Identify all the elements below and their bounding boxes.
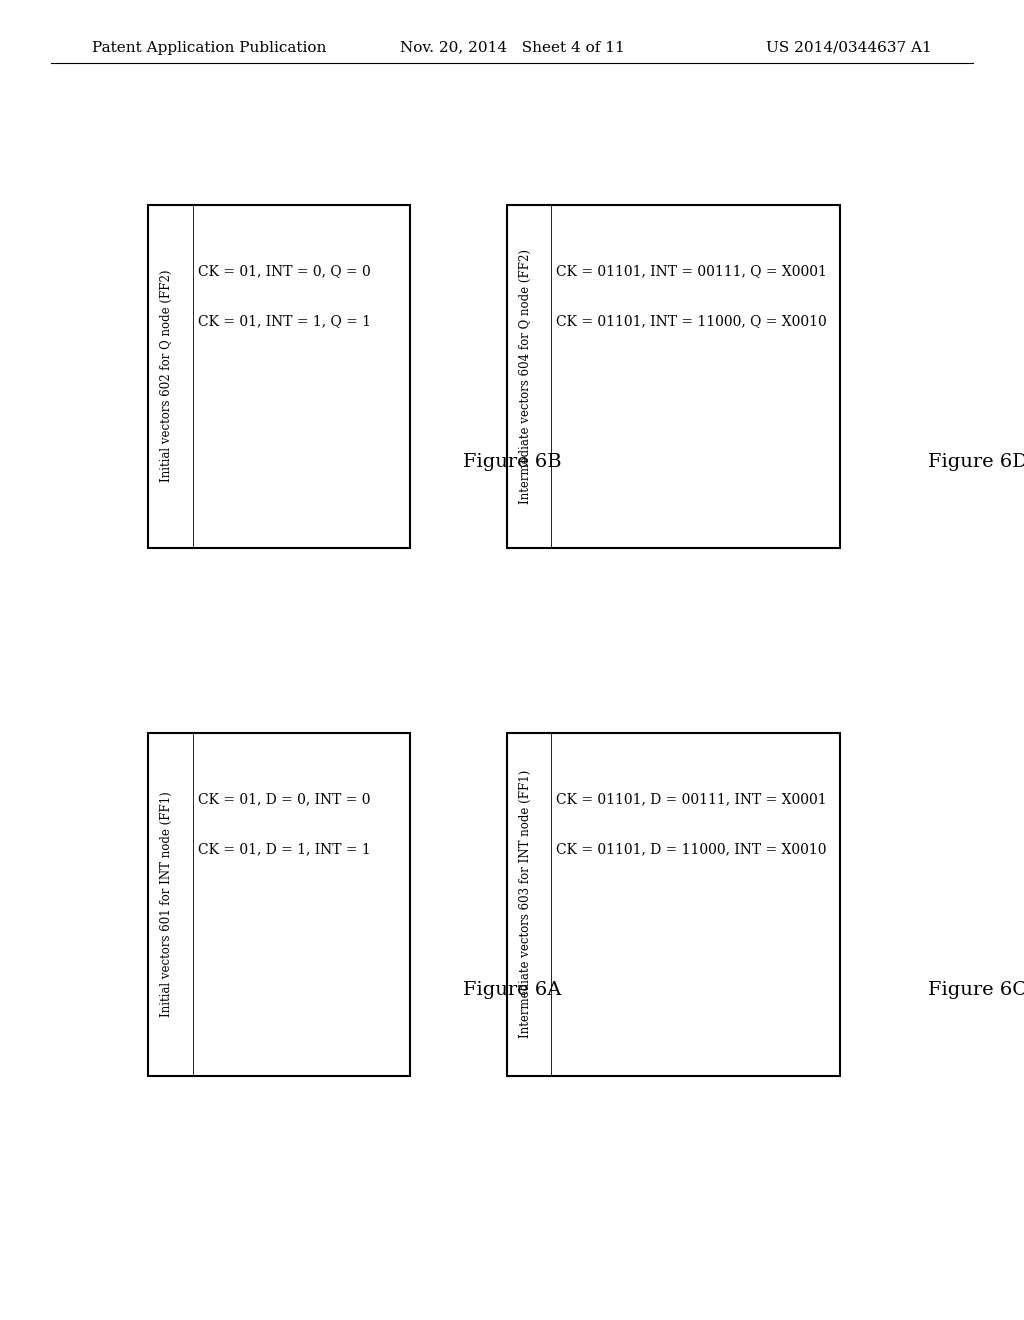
Text: Patent Application Publication: Patent Application Publication <box>92 41 327 54</box>
Text: CK = 01101, INT = 11000, Q = X0010: CK = 01101, INT = 11000, Q = X0010 <box>556 314 826 329</box>
Text: CK = 01, D = 0, INT = 0: CK = 01, D = 0, INT = 0 <box>198 792 370 807</box>
Text: Intermediate vectors 604 for Q node (FF2): Intermediate vectors 604 for Q node (FF2… <box>519 248 531 504</box>
Text: Figure 6B: Figure 6B <box>463 453 561 471</box>
Text: US 2014/0344637 A1: US 2014/0344637 A1 <box>766 41 932 54</box>
Text: Nov. 20, 2014   Sheet 4 of 11: Nov. 20, 2014 Sheet 4 of 11 <box>399 41 625 54</box>
Text: Figure 6A: Figure 6A <box>463 981 561 999</box>
Text: Figure 6D: Figure 6D <box>928 453 1024 471</box>
Text: Figure 6C: Figure 6C <box>929 981 1024 999</box>
Text: CK = 01, D = 1, INT = 1: CK = 01, D = 1, INT = 1 <box>198 842 371 857</box>
Bar <box>507 205 840 548</box>
Text: Intermediate vectors 603 for INT node (FF1): Intermediate vectors 603 for INT node (F… <box>519 770 531 1039</box>
Text: Initial vectors 601 for INT node (FF1): Initial vectors 601 for INT node (FF1) <box>161 791 173 1018</box>
Text: CK = 01101, D = 11000, INT = X0010: CK = 01101, D = 11000, INT = X0010 <box>556 842 826 857</box>
Text: CK = 01101, INT = 00111, Q = X0001: CK = 01101, INT = 00111, Q = X0001 <box>556 264 827 279</box>
Bar <box>148 205 410 548</box>
Text: CK = 01101, D = 00111, INT = X0001: CK = 01101, D = 00111, INT = X0001 <box>556 792 826 807</box>
Bar <box>148 733 410 1076</box>
Text: Initial vectors 602 for Q node (FF2): Initial vectors 602 for Q node (FF2) <box>161 271 173 482</box>
Bar <box>507 733 840 1076</box>
Text: CK = 01, INT = 1, Q = 1: CK = 01, INT = 1, Q = 1 <box>198 314 371 329</box>
Text: CK = 01, INT = 0, Q = 0: CK = 01, INT = 0, Q = 0 <box>198 264 371 279</box>
